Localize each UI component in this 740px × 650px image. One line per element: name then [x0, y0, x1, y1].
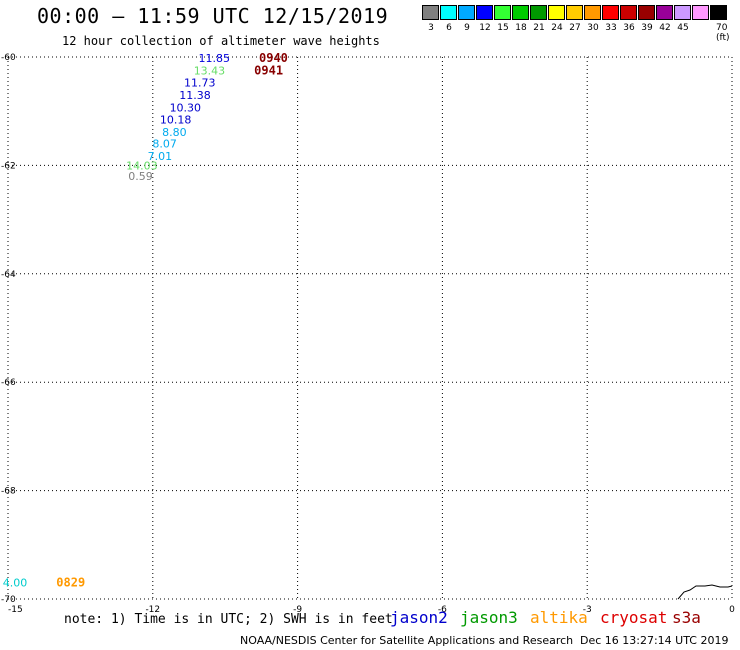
legend-swatch-label: 30: [587, 23, 599, 33]
lon-tick-label: -9: [293, 605, 302, 615]
legend-swatch: [638, 5, 655, 20]
legend-swatch: [674, 5, 691, 20]
satellite-name-altika: altika: [530, 608, 588, 627]
page-subtitle: 12 hour collection of altimeter wave hei…: [62, 34, 380, 48]
wave-height-value: 11.38: [179, 89, 211, 102]
legend-swatch-label: 21: [533, 23, 545, 33]
legend-swatch: [422, 5, 439, 20]
legend-swatch: [476, 5, 493, 20]
wave-height-value: 0.59: [128, 170, 153, 183]
satellite-name-jason3: jason3: [460, 608, 518, 627]
wave-height-value: 8.07: [152, 138, 177, 151]
satellite-name-jason2: jason2: [390, 608, 448, 627]
legend-swatch-label: 39: [641, 23, 653, 33]
wave-height-value: 10.18: [160, 113, 192, 126]
legend-swatch: [602, 5, 619, 20]
lon-tick-label: -15: [8, 605, 23, 615]
legend-swatch-label: 24: [551, 23, 563, 33]
legend-swatch: [584, 5, 601, 20]
legend-swatch: [620, 5, 637, 20]
lat-tick-label: -64: [1, 270, 16, 280]
legend-swatch: [656, 5, 673, 20]
lat-tick-label: -66: [1, 378, 16, 388]
legend-swatch: [530, 5, 547, 20]
wave-height-value: 11.73: [184, 76, 216, 89]
legend-swatch: [494, 5, 511, 20]
legend-units-label: 70 (ft): [716, 23, 730, 43]
wave-height-value: 4.00: [3, 577, 28, 590]
legend-swatch-label: 3: [428, 23, 434, 33]
lat-tick-label: -68: [1, 487, 16, 497]
legend-swatch-label: 15: [497, 23, 509, 33]
wave-height-value: 14.03: [126, 159, 158, 172]
wave-height-value: 13.43: [194, 65, 226, 78]
wave-height-value: 10.30: [170, 101, 202, 114]
legend-swatch-label: 18: [515, 23, 527, 33]
legend-swatch-label: 27: [569, 23, 581, 33]
legend-swatch: [512, 5, 529, 20]
wave-height-value: 8.80: [162, 126, 187, 139]
legend-swatch: [566, 5, 583, 20]
legend-swatch: [692, 5, 709, 20]
page-title: 00:00 – 11:59 UTC 12/15/2019: [37, 4, 389, 28]
lon-tick-label: 0: [729, 605, 735, 615]
legend-swatch: [440, 5, 457, 20]
footer-timestamp: Dec 16 13:27:14 UTC 2019: [580, 634, 729, 647]
wave-height-value: 7.01: [148, 150, 173, 163]
wave-height-value: 11.85: [199, 52, 231, 65]
pass-time-label: 0940: [259, 51, 288, 65]
pass-time-label: 0829: [56, 576, 85, 590]
lon-tick-label: -6: [438, 605, 447, 615]
legend-swatch-label: 9: [464, 23, 470, 33]
lat-tick-label: -60: [1, 53, 16, 63]
legend-swatch-label: 33: [605, 23, 617, 33]
note-text: note: 1) Time is in UTC; 2) SWH is in fe…: [64, 612, 393, 627]
legend-swatch: [458, 5, 475, 20]
footer-credit: NOAA/NESDIS Center for Satellite Applica…: [240, 634, 574, 647]
color-legend: 70 (ft) 3 6 9 12 15 18 21 24 27 30 33 36 39 42 45: [422, 5, 730, 43]
legend-swatch-label: 45: [677, 23, 689, 33]
legend-swatch: [710, 5, 727, 20]
lon-tick-label: -3: [583, 605, 592, 615]
coastline: [677, 584, 733, 600]
legend-swatch-label: 36: [623, 23, 635, 33]
lon-tick-label: -12: [145, 605, 160, 615]
legend-swatch-label: 12: [479, 23, 491, 33]
legend-swatch-label: 6: [446, 23, 452, 33]
legend-swatch: [548, 5, 565, 20]
pass-time-label: 0941: [254, 64, 283, 78]
lat-tick-label: -70: [1, 595, 16, 605]
satellite-name-s3a: s3a: [672, 608, 701, 627]
lat-tick-label: -62: [1, 161, 16, 171]
satellite-name-cryosat: cryosat: [600, 608, 668, 627]
legend-swatch-label: 42: [659, 23, 671, 33]
